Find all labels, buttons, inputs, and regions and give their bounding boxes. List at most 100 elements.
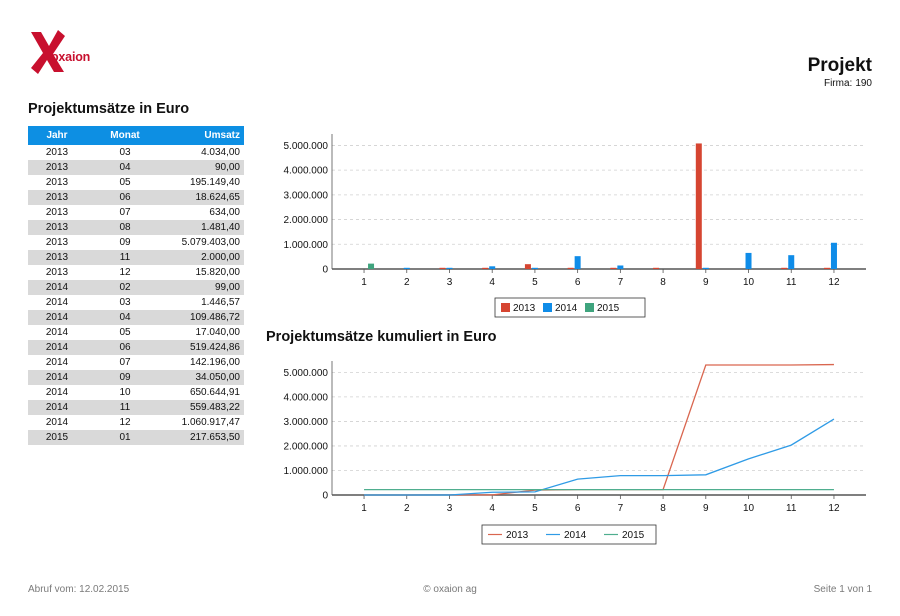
- table-row: 2014 11 559.483,22: [28, 400, 244, 415]
- cell-monat: 05: [119, 327, 131, 338]
- cell-jahr: 2013: [28, 190, 86, 205]
- cell-jahr: 2013: [45, 177, 69, 188]
- table-row: 2013 11 2.000,00: [28, 250, 244, 265]
- x-tick-label: 5: [532, 503, 538, 514]
- legend-swatch-2015: [585, 303, 594, 312]
- bar-2013-8: [653, 267, 660, 269]
- cell-umsatz: 15.820,00: [195, 267, 241, 278]
- x-tick-label: 6: [575, 277, 581, 288]
- table-row: 2013 09 5.079.403,00: [28, 235, 244, 250]
- cell-monat: 01: [86, 430, 164, 445]
- cumulative-chart-title: Projektumsätze kumuliert in Euro: [266, 329, 497, 345]
- x-tick-label: 4: [489, 503, 495, 514]
- cell-jahr: 2014: [45, 297, 69, 308]
- footer-page-number: Seite 1 von 1: [813, 584, 872, 595]
- cell-monat: 07: [119, 357, 131, 368]
- cell-monat: 09: [119, 237, 131, 248]
- bar-2013-3: [439, 267, 446, 269]
- table-row: 2013 06 18.624,65: [28, 190, 244, 205]
- cell-umsatz: 634,00: [209, 207, 240, 218]
- bar-2014-7: [617, 265, 624, 269]
- x-tick-label: 2: [404, 277, 410, 288]
- y-tick-label: 4.000.000: [284, 392, 329, 403]
- bar-2014-9: [702, 267, 709, 269]
- cell-monat: 12: [119, 417, 131, 428]
- table-row: 2014 10 650.644,91: [28, 385, 244, 400]
- table-row: 2014 09 34.050,00: [28, 370, 244, 385]
- table-row: 2013 05 195.149,40: [28, 175, 244, 190]
- cell-umsatz: 559.483,22: [164, 400, 244, 415]
- x-tick-label: 2: [404, 503, 410, 514]
- cell-umsatz: 195.149,40: [189, 177, 240, 188]
- table-row: 2013 07 634,00: [28, 205, 244, 220]
- cell-monat: 06: [86, 340, 164, 355]
- cell-umsatz: 99,00: [164, 280, 244, 295]
- x-tick-label: 11: [786, 277, 797, 288]
- y-tick-label: 4.000.000: [284, 166, 329, 177]
- cell-umsatz: 4.034,00: [201, 147, 240, 158]
- bar-2013-9: [695, 143, 702, 269]
- cell-umsatz: 2.000,00: [164, 250, 244, 265]
- y-tick-label: 1.000.000: [284, 240, 329, 251]
- bar-2014-12: [830, 242, 837, 269]
- table-row: 2014 06 519.424,86: [28, 340, 244, 355]
- column-header-monat: Monat: [86, 126, 164, 145]
- table-row: 2013 03 4.034,00: [28, 145, 244, 160]
- bar-2014-5: [531, 267, 538, 269]
- legend-label: 2015: [597, 303, 620, 314]
- y-tick-label: 3.000.000: [284, 417, 329, 428]
- cell-umsatz: 18.624,65: [164, 190, 244, 205]
- x-tick-label: 1: [361, 503, 367, 514]
- cell-monat: 04: [86, 160, 164, 175]
- table-row: 2014 12 1.060.917,47: [28, 415, 244, 430]
- table-row: 2013 04 90,00: [28, 160, 244, 175]
- cell-monat: 04: [86, 310, 164, 325]
- table-row: 2014 03 1.446,57: [28, 295, 244, 310]
- cell-umsatz: 142.196,00: [189, 357, 240, 368]
- x-tick-label: 4: [489, 277, 495, 288]
- cell-umsatz: 5.079.403,00: [181, 237, 240, 248]
- cell-umsatz: 90,00: [164, 160, 244, 175]
- cell-jahr: 2014: [28, 280, 86, 295]
- cell-jahr: 2015: [28, 430, 86, 445]
- x-tick-label: 6: [575, 503, 581, 514]
- cell-umsatz: 650.644,91: [189, 387, 240, 398]
- cell-monat: 09: [86, 370, 164, 385]
- x-tick-label: 7: [618, 277, 624, 288]
- series-line-2013: [364, 363, 834, 496]
- bar-2014-6: [574, 256, 581, 269]
- bar-2013-6: [567, 267, 574, 269]
- x-tick-label: 9: [703, 503, 709, 514]
- y-tick-label: 5.000.000: [284, 141, 329, 152]
- x-tick-label: 7: [618, 503, 624, 514]
- cell-monat: 03: [119, 147, 131, 158]
- x-tick-label: 1: [361, 277, 367, 288]
- cell-jahr: 2013: [28, 250, 86, 265]
- footer-copyright: © oxaion ag: [423, 584, 477, 595]
- cell-umsatz: 1.481,40: [164, 220, 244, 235]
- table-row: 2013 12 15.820,00: [28, 265, 244, 280]
- cell-monat: 03: [119, 297, 131, 308]
- cell-jahr: 2013: [45, 237, 69, 248]
- y-tick-label: 3.000.000: [284, 190, 329, 201]
- cell-jahr: 2013: [28, 160, 86, 175]
- column-header-umsatz: Umsatz: [164, 126, 244, 145]
- table-row: 2014 04 109.486,72: [28, 310, 244, 325]
- x-tick-label: 8: [660, 503, 666, 514]
- bar-2014-3: [446, 267, 453, 269]
- firma-info: Firma: 190: [821, 78, 872, 89]
- logo-text: oxaion: [51, 50, 91, 64]
- series-line-2014: [364, 418, 835, 496]
- legend-swatch-2014: [543, 303, 552, 312]
- cell-jahr: 2014: [28, 340, 86, 355]
- footer-retrieval-date: Abruf vom: 12.02.2015: [28, 584, 130, 595]
- table-row: 2014 02 99,00: [28, 280, 244, 295]
- bar-2015-1: [368, 263, 375, 269]
- cell-jahr: 2014: [28, 310, 86, 325]
- bar-2013-4: [482, 267, 489, 269]
- x-tick-label: 10: [743, 277, 755, 288]
- legend-label: 2014: [555, 303, 578, 314]
- legend-label: 2013: [513, 303, 536, 314]
- bar-2013-5: [524, 264, 531, 269]
- cell-jahr: 2013: [45, 207, 69, 218]
